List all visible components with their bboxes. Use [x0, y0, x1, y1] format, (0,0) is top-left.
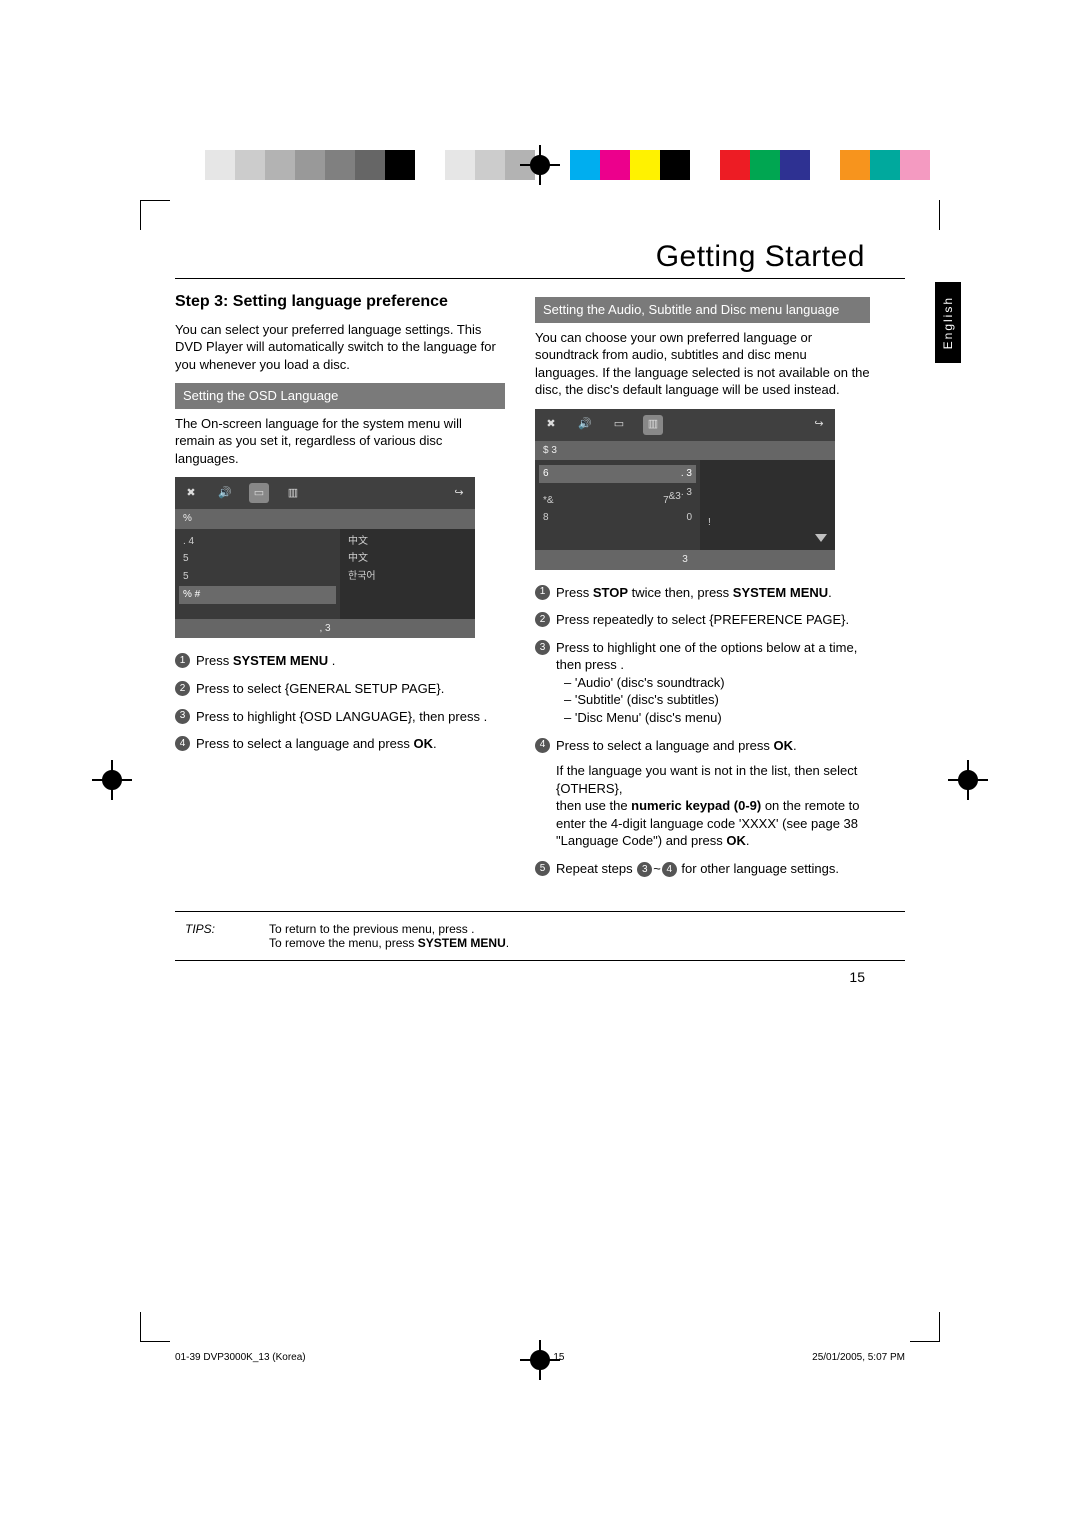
crop-mark-bottom-right	[910, 1312, 940, 1342]
menu-left-panel: 6. 3. 3 &3*&780	[535, 460, 700, 550]
step-number-badge: 4	[535, 738, 550, 753]
step-body: Press to highlight one of the options be…	[556, 639, 870, 727]
step-sub-item: – 'Subtitle' (disc's subtitles)	[564, 691, 870, 709]
osd-steps: 1 Press SYSTEM MENU . 2 Press to select {GE…	[175, 652, 505, 752]
step-number-badge: 3	[535, 640, 550, 655]
step-number-badge: 4	[175, 736, 190, 751]
step-item: 5 Repeat steps 3~4 for other language set…	[535, 860, 870, 878]
exit-icon: ↪	[449, 483, 469, 503]
print-footer: 01-39 DVP3000K_13 (Korea) 15 25/01/2005,…	[175, 1352, 905, 1363]
language-tab: English	[935, 282, 961, 363]
page-content: Getting Started English Step 3: Setting …	[175, 240, 905, 985]
step-sub-item: – 'Audio' (disc's soundtrack)	[564, 674, 870, 692]
exit-icon: ↪	[809, 415, 829, 435]
step-item: 1 Press SYSTEM MENU .	[175, 652, 505, 670]
speaker-icon: 🔊	[215, 483, 235, 503]
step-item: 1 Press STOP twice then, press SYSTEM MEN…	[535, 584, 870, 602]
step-number-badge: 2	[175, 681, 190, 696]
step-body: Repeat steps 3~4 for other language sett…	[556, 860, 870, 878]
page-title: Getting Started	[175, 240, 905, 279]
print-registration-top	[0, 150, 1080, 190]
step-item: 4 Press to select a language and press OK…	[175, 735, 505, 753]
footer-timestamp: 25/01/2005, 5:07 PM	[812, 1352, 905, 1363]
menu-tab-icon: ▥	[283, 483, 303, 503]
step-item: 3 Press to highlight one of the options b…	[535, 639, 870, 727]
step3-heading: Step 3: Setting language preference	[175, 291, 505, 313]
right-intro-text: You can choose your own preferred langua…	[535, 329, 870, 399]
registration-mark-left-icon	[92, 760, 132, 800]
video-tab-icon: ▭	[249, 483, 269, 503]
step-body: Press SYSTEM MENU .	[196, 652, 505, 670]
menu-title-row: $ 3	[535, 441, 835, 461]
step-number-badge: 5	[535, 861, 550, 876]
registration-mark-icon	[520, 145, 560, 185]
pref-tab-icon: ▥	[643, 415, 663, 435]
tips-section: TIPS: To return to the previous menu, pr…	[175, 911, 905, 961]
step-body: Press to select {GENERAL SETUP PAGE}.	[196, 680, 505, 698]
left-column: Step 3: Setting language preference You …	[175, 291, 505, 887]
step-sub-item: – 'Disc Menu' (disc's menu)	[564, 709, 870, 727]
footer-filename: 01-39 DVP3000K_13 (Korea)	[175, 1352, 306, 1363]
crop-mark-top-left	[140, 200, 170, 230]
tips-label: TIPS:	[185, 922, 245, 950]
crop-mark-top-right	[939, 200, 940, 230]
audio-subtitle-section-header: Setting the Audio, Subtitle and Disc men…	[535, 297, 870, 323]
left-intro-text: You can select your preferred language s…	[175, 321, 505, 374]
step-item: 2 Press to select {GENERAL SETUP PAGE}.	[175, 680, 505, 698]
preference-steps: 1 Press STOP twice then, press SYSTEM MEN…	[535, 584, 870, 878]
step-body: Press STOP twice then, press SYSTEM MENU…	[556, 584, 870, 602]
step-body: Press to highlight {OSD LANGUAGE}, then …	[196, 708, 505, 726]
menu-right-panel: !	[700, 460, 835, 550]
step-body: Press to select a language and press OK.…	[556, 737, 870, 850]
footer-page: 15	[553, 1352, 564, 1363]
osd-language-section-header: Setting the OSD Language	[175, 383, 505, 409]
tips-line1: To return to the previous menu, press .	[269, 922, 905, 936]
tips-line2: To remove the menu, press SYSTEM MENU.	[269, 936, 905, 950]
menu-title-row: %	[175, 509, 475, 529]
step-item: 2 Press repeatedly to select {PREFERENCE …	[535, 611, 870, 629]
step-body: Press to select a language and press OK.	[196, 735, 505, 753]
preference-menu-screenshot: ✖ 🔊 ▭ ▥ ↪ $ 3 6. 3. 3 &3*&780 !	[535, 409, 835, 570]
down-arrow-icon	[815, 534, 827, 542]
menu-footer: , 3	[175, 619, 475, 639]
speaker-icon: 🔊	[575, 415, 595, 435]
registration-mark-right-icon	[948, 760, 988, 800]
step-body: Press repeatedly to select {PREFERENCE P…	[556, 611, 870, 629]
step-item: 3 Press to highlight {OSD LANGUAGE}, then…	[175, 708, 505, 726]
menu-right-panel: 中文中文한국어	[340, 529, 475, 619]
menu-right-item: !	[708, 514, 827, 532]
gear-icon: ✖	[181, 483, 201, 503]
step-number-badge: 3	[175, 709, 190, 724]
step-item: 4 Press to select a language and press OK…	[535, 737, 870, 850]
step-extra: then use the numeric keypad (0-9) on the…	[556, 797, 870, 850]
right-column: Setting the Audio, Subtitle and Disc men…	[535, 291, 870, 887]
step-number-badge: 2	[535, 612, 550, 627]
step-number-badge: 1	[535, 585, 550, 600]
color-swatch-bar	[570, 150, 930, 180]
menu-footer: 3	[535, 550, 835, 570]
page-number: 15	[175, 969, 905, 985]
crop-mark-bottom-left	[140, 1312, 170, 1342]
osd-para: The On-screen language for the system me…	[175, 415, 505, 468]
step-extra: If the language you want is not in the l…	[556, 762, 870, 797]
step-number-badge: 1	[175, 653, 190, 668]
menu-left-panel: . 455 % #	[175, 529, 340, 619]
gear-icon: ✖	[541, 415, 561, 435]
tips-body: To return to the previous menu, press . …	[269, 922, 905, 950]
grayscale-swatch-bar	[175, 150, 535, 180]
video-tab-icon: ▭	[609, 415, 629, 435]
osd-menu-screenshot: ✖ 🔊 ▭ ▥ ↪ % . 455 % # 中文中文한국어 , 3	[175, 477, 475, 638]
